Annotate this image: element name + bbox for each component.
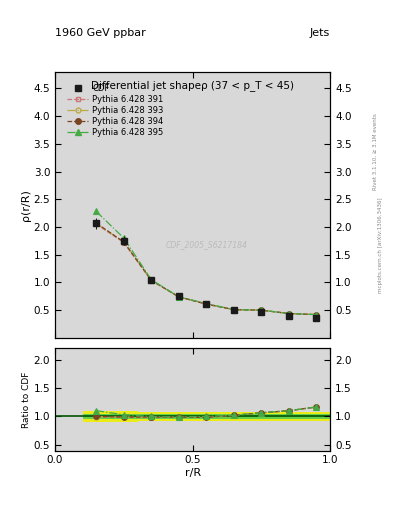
- Text: 1960 GeV ppbar: 1960 GeV ppbar: [55, 28, 146, 38]
- Text: CDF_2005_S6217184: CDF_2005_S6217184: [165, 240, 247, 249]
- Y-axis label: ρ(r/R): ρ(r/R): [21, 189, 31, 221]
- Legend: CDF, Pythia 6.428 391, Pythia 6.428 393, Pythia 6.428 394, Pythia 6.428 395: CDF, Pythia 6.428 391, Pythia 6.428 393,…: [65, 81, 166, 139]
- X-axis label: r/R: r/R: [184, 468, 201, 478]
- Y-axis label: Ratio to CDF: Ratio to CDF: [22, 371, 31, 428]
- Text: Differential jet shapeρ (37 < p_T < 45): Differential jet shapeρ (37 < p_T < 45): [91, 80, 294, 91]
- Text: Rivet 3.1.10, ≥ 3.1M events: Rivet 3.1.10, ≥ 3.1M events: [373, 113, 378, 190]
- Text: Jets: Jets: [310, 28, 330, 38]
- Text: mcplots.cern.ch [arXiv:1306.3436]: mcplots.cern.ch [arXiv:1306.3436]: [378, 197, 383, 292]
